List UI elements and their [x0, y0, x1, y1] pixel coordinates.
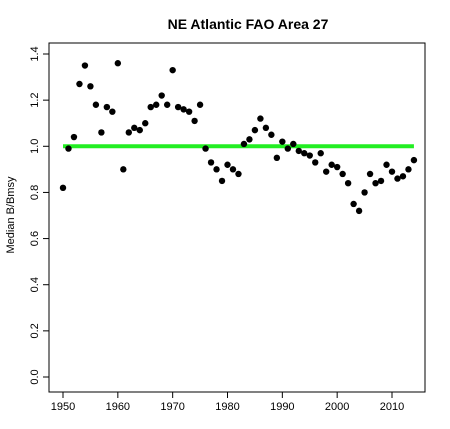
data-point [366, 170, 374, 178]
y-axis: 0.0 0.2 0.4 0.6 0.8 1.0 1.2 1.4 [29, 46, 50, 385]
data-point [377, 177, 385, 185]
data-point [158, 92, 165, 99]
data-point [323, 168, 330, 175]
data-point [279, 138, 286, 145]
data-point [169, 66, 176, 74]
data-point [350, 200, 357, 208]
y-tick-label: 0.8 [29, 185, 41, 200]
data-point [295, 147, 302, 155]
data-point [339, 170, 346, 178]
data-point [120, 166, 127, 173]
y-tick-label: 0.4 [29, 277, 41, 292]
data-point [394, 175, 401, 182]
data-point [185, 108, 193, 115]
x-tick-label: 1980 [215, 401, 239, 413]
data-point [273, 154, 281, 162]
x-tick-label: 1950 [51, 401, 75, 413]
data-point [344, 180, 352, 187]
x-tick-label: 2000 [325, 401, 349, 413]
data-point [81, 62, 89, 69]
data-point [317, 150, 324, 157]
data-point [240, 140, 248, 148]
data-point [98, 129, 105, 136]
x-axis: 1950 1960 1970 1980 1990 2000 2010 [51, 391, 404, 413]
data-point [257, 115, 264, 122]
data-point [399, 173, 407, 180]
y-tick-label: 0.2 [29, 323, 41, 338]
data-point [142, 120, 149, 127]
data-point [70, 133, 78, 141]
data-point [103, 103, 111, 111]
data-point [301, 150, 308, 157]
data-point [383, 161, 390, 168]
chart-title: NE Atlantic FAO Area 27 [168, 16, 329, 32]
x-tick-label: 1960 [106, 401, 130, 413]
data-point [213, 166, 220, 173]
data-point [76, 80, 83, 88]
y-axis-label: Median B/Bmsy [5, 176, 17, 254]
data-point [180, 106, 187, 113]
data-point [131, 124, 138, 132]
data-point [114, 60, 122, 67]
data-point [251, 126, 259, 134]
data-point [328, 161, 335, 168]
data-point [125, 129, 132, 136]
data-point [136, 126, 143, 134]
data-point [235, 170, 242, 178]
data-points [59, 60, 418, 215]
data-point [361, 189, 368, 196]
data-point [224, 161, 231, 168]
data-point [405, 166, 412, 173]
data-point [65, 145, 72, 152]
data-point [355, 207, 363, 215]
data-point [92, 101, 100, 108]
x-tick-label: 1990 [270, 401, 294, 413]
data-point [372, 180, 379, 187]
data-point [163, 101, 171, 108]
x-tick-label: 1970 [160, 401, 184, 413]
data-point [290, 140, 297, 148]
plot-frame [48, 42, 426, 393]
data-point [284, 145, 292, 152]
data-point [174, 103, 182, 111]
data-point [191, 117, 198, 125]
data-point [410, 156, 418, 164]
data-point [268, 131, 275, 138]
y-tick-label: 1.2 [29, 92, 41, 107]
data-point [312, 159, 319, 166]
data-point [202, 145, 209, 152]
data-point [196, 101, 204, 108]
data-point [246, 136, 253, 143]
data-point [153, 101, 160, 108]
data-point [109, 108, 116, 115]
data-point [262, 124, 270, 132]
x-tick-label: 2010 [380, 401, 404, 413]
data-point [59, 184, 67, 192]
data-point [207, 159, 215, 166]
y-tick-label: 1.4 [29, 46, 41, 61]
data-point [229, 166, 237, 173]
data-point [306, 152, 313, 159]
y-tick-label: 0.6 [29, 231, 41, 246]
y-tick-label: 1.0 [29, 139, 41, 154]
y-tick-label: 0.0 [29, 369, 41, 384]
data-point [333, 163, 341, 171]
data-point [147, 103, 154, 111]
data-point [218, 177, 226, 185]
data-point [87, 83, 94, 90]
data-point [388, 168, 396, 175]
